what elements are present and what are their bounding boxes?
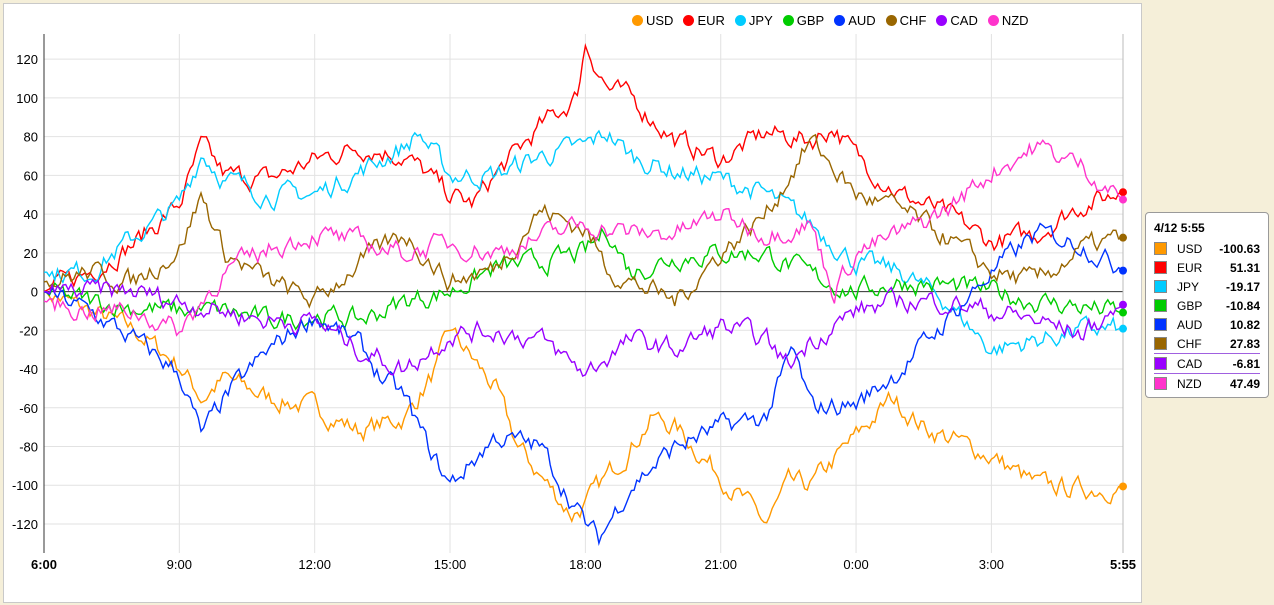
y-tick-label: -80 — [19, 439, 38, 454]
series-line-aud — [43, 222, 1122, 547]
color-swatch-icon — [1154, 337, 1167, 350]
tooltip-row: EUR 51.31 — [1154, 258, 1260, 277]
tooltip-row: CAD -6.81 — [1154, 353, 1260, 373]
y-tick-label: 0 — [31, 285, 38, 300]
x-tick-label: 12:00 — [298, 557, 331, 572]
currency-name: JPY — [1177, 279, 1200, 294]
y-tick-label: -20 — [19, 323, 38, 338]
legend-item-eur[interactable]: EUR — [683, 13, 725, 28]
legend-dot-icon — [834, 15, 846, 26]
color-swatch-icon — [1154, 318, 1167, 331]
tooltip-row: CHF 27.83 — [1154, 334, 1260, 353]
series-line-chf — [43, 133, 1122, 309]
legend-label: JPY — [748, 13, 773, 28]
end-marker-usd — [1119, 482, 1127, 491]
currency-name: NZD — [1177, 376, 1202, 391]
legend-label: GBP — [796, 13, 825, 28]
legend-item-chf[interactable]: CHF — [885, 13, 927, 28]
legend-dot-icon — [683, 15, 695, 26]
x-tick-label: 21:00 — [704, 557, 737, 572]
legend-dot-icon — [885, 15, 897, 26]
tooltip-row: USD -100.63 — [1154, 239, 1260, 258]
currency-value: -100.63 — [1219, 241, 1260, 256]
x-tick-label: 3:00 — [979, 557, 1004, 572]
color-swatch-icon — [1154, 299, 1167, 312]
currency-name: USD — [1177, 241, 1203, 256]
legend-label: NZD — [1001, 13, 1029, 28]
line-chart[interactable]: -120 -100 -80 -60 -40 -20 0 20 40 60 80 100 120 6:00 9… — [4, 4, 1141, 602]
y-tick-label: 80 — [24, 130, 38, 145]
legend-label: CHF — [899, 13, 927, 28]
color-swatch-icon — [1154, 261, 1167, 274]
y-tick-label: -100 — [12, 478, 38, 493]
y-tick-label: -60 — [19, 401, 38, 416]
chart-panel: -120 -100 -80 -60 -40 -20 0 20 40 60 80 100 120 6:00 9… — [3, 3, 1142, 603]
legend-label: USD — [646, 13, 674, 28]
legend-item-nzd[interactable]: NZD — [987, 13, 1029, 28]
legend-dot-icon — [734, 15, 746, 26]
x-tick-label: 0:00 — [843, 557, 868, 572]
y-tick-label: 100 — [16, 91, 38, 106]
color-swatch-icon — [1154, 377, 1167, 390]
y-tick-label: -40 — [19, 362, 38, 377]
end-marker-cad — [1119, 300, 1127, 309]
x-tick-label: 9:00 — [167, 557, 192, 572]
end-marker-jpy — [1119, 324, 1127, 333]
color-swatch-icon — [1154, 280, 1167, 293]
y-tick-label: 20 — [24, 246, 38, 261]
tooltip-row: JPY -19.17 — [1154, 277, 1260, 296]
legend-item-aud[interactable]: AUD — [834, 13, 876, 28]
color-swatch-icon — [1154, 242, 1167, 255]
legend-item-usd[interactable]: USD — [632, 13, 673, 28]
series-line-jpy — [44, 129, 1122, 357]
tooltip-row: GBP -10.84 — [1154, 296, 1260, 315]
y-tick-label: -120 — [12, 517, 38, 532]
legend-item-gbp[interactable]: GBP — [782, 13, 825, 28]
tooltip-title: 4/12 5:55 — [1154, 221, 1205, 235]
legend-dot-icon — [936, 15, 948, 26]
legend-label: AUD — [848, 13, 876, 28]
series-line-nzd — [43, 139, 1122, 337]
legend-label: EUR — [697, 13, 725, 28]
tooltip-row: NZD 47.49 — [1154, 373, 1260, 393]
end-marker-gbp — [1119, 308, 1127, 317]
currency-value: 10.82 — [1229, 317, 1260, 332]
legend-label: CAD — [950, 13, 978, 28]
currency-value: -6.81 — [1232, 356, 1260, 371]
legend-dot-icon — [782, 15, 794, 26]
legend-item-cad[interactable]: CAD — [936, 13, 978, 28]
legend: USD EUR JPY GBP AUD CHF CAD NZD — [632, 13, 1029, 28]
currency-name: CAD — [1177, 356, 1203, 371]
x-tick-label: 18:00 — [569, 557, 602, 572]
end-marker-chf — [1119, 233, 1127, 242]
currency-value: 47.49 — [1229, 376, 1260, 391]
x-tick-label: 15:00 — [434, 557, 467, 572]
currency-name: CHF — [1177, 336, 1202, 351]
series-line-gbp — [43, 226, 1122, 331]
tooltip-row: AUD 10.82 — [1154, 315, 1260, 334]
legend-dot-icon — [632, 15, 643, 26]
legend-dot-icon — [987, 15, 999, 26]
currency-value: -19.17 — [1225, 279, 1260, 294]
y-tick-label: 60 — [24, 168, 38, 183]
legend-item-jpy[interactable]: JPY — [734, 13, 773, 28]
currency-name: AUD — [1177, 317, 1203, 332]
currency-value: -10.84 — [1225, 298, 1260, 313]
currency-value: 51.31 — [1229, 260, 1260, 275]
end-marker-eur — [1119, 188, 1127, 197]
tooltip: 4/12 5:55 USD -100.63 EUR 51.31 JPY -19.17 GBP… — [1145, 212, 1269, 398]
y-tick-label: 40 — [24, 207, 38, 222]
currency-value: 27.83 — [1229, 336, 1260, 351]
end-marker-nzd — [1119, 195, 1127, 204]
currency-name: GBP — [1177, 298, 1203, 313]
y-tick-label: 120 — [16, 52, 38, 67]
currency-name: EUR — [1177, 260, 1203, 275]
x-tick-label: 6:00 — [31, 557, 57, 572]
x-tick-label: 5:55 — [1110, 557, 1136, 572]
series-line-cad — [44, 278, 1122, 378]
series-line-usd — [43, 290, 1122, 524]
end-marker-aud — [1119, 266, 1127, 275]
color-swatch-icon — [1154, 357, 1167, 370]
series-line-eur — [43, 42, 1122, 293]
